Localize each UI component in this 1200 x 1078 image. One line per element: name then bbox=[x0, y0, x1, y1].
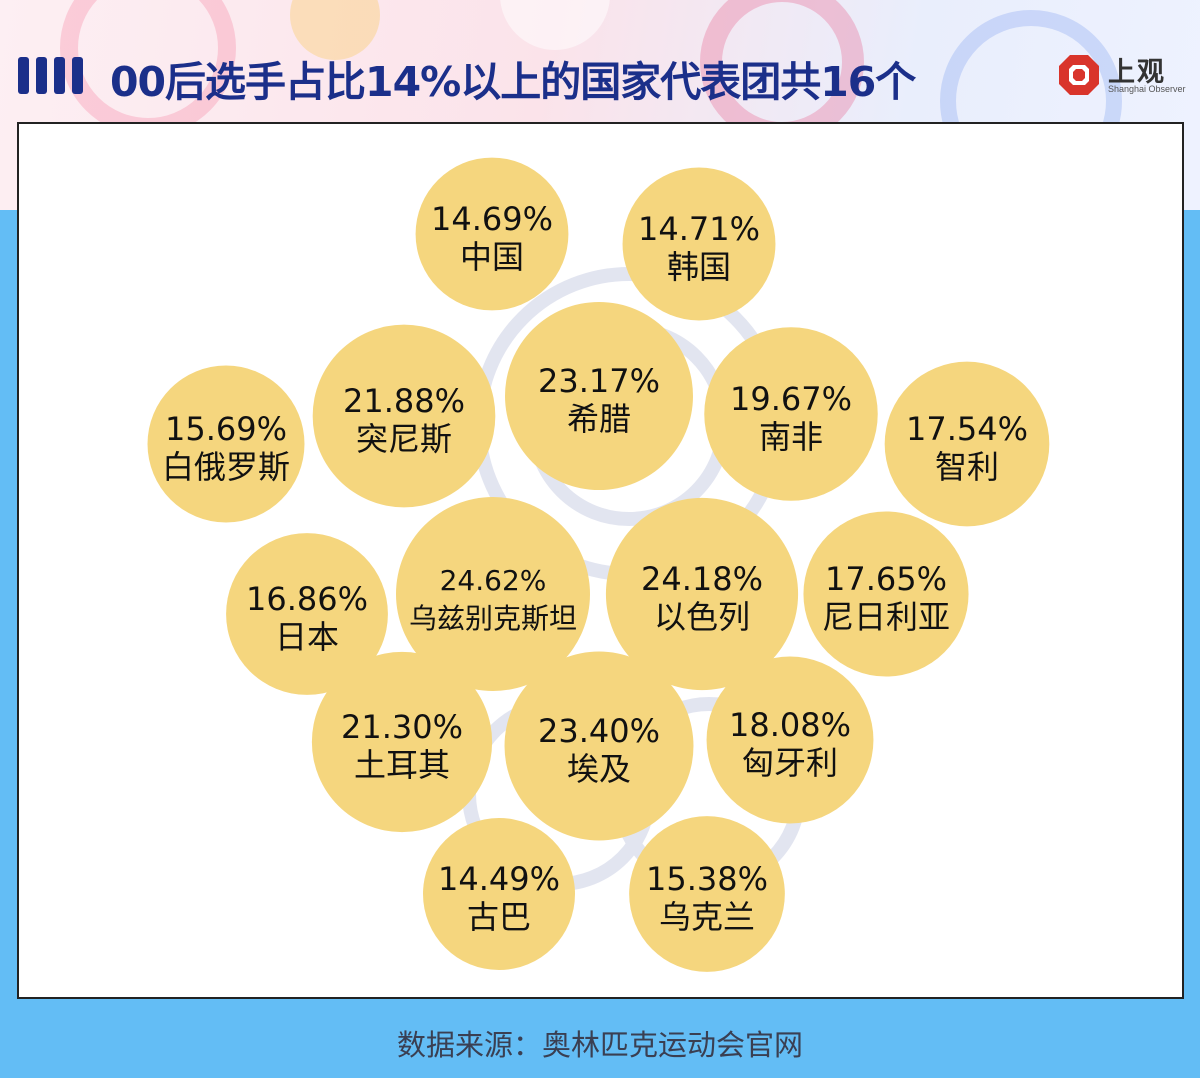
bubble-circle bbox=[311, 651, 493, 833]
bubble-value-label: 23.40% bbox=[538, 712, 660, 750]
bubble-country-label: 以色列 bbox=[654, 598, 750, 636]
bubble-value-label: 24.62% bbox=[440, 564, 547, 597]
bubble-智利: 17.54%智利 bbox=[884, 361, 1050, 527]
bubble-古巴: 14.49%古巴 bbox=[423, 818, 575, 970]
bubble-country-label: 乌兹别克斯坦 bbox=[409, 602, 577, 635]
bubble-country-label: 南非 bbox=[759, 418, 823, 456]
bubble-country-label: 中国 bbox=[460, 238, 524, 276]
bubble-country-label: 日本 bbox=[275, 618, 339, 656]
bubble-value-label: 21.88% bbox=[343, 382, 465, 420]
bubble-circle bbox=[622, 167, 776, 321]
bubble-country-label: 白俄罗斯 bbox=[162, 448, 290, 486]
logo-subtitle: Shanghai Observer bbox=[1108, 84, 1186, 94]
chart-panel: 14.69% 中国 14.71% 韩国 21.88% 突尼斯 23.17% 希腊 19.67% 南… bbox=[17, 122, 1184, 999]
bubble-country-label: 尼日利亚 bbox=[822, 598, 950, 636]
bubble-circle bbox=[803, 511, 969, 677]
bubble-circle bbox=[226, 533, 388, 695]
bubble-circle bbox=[504, 651, 694, 841]
bubble-circle bbox=[312, 324, 496, 508]
bubble-value-label: 16.86% bbox=[246, 580, 368, 618]
bubble-白俄罗斯: 15.69%白俄罗斯 bbox=[147, 365, 305, 523]
bubble-country-label: 智利 bbox=[935, 448, 999, 486]
bubble-中国: 14.69%中国 bbox=[415, 157, 569, 311]
bubble-country-label: 希腊 bbox=[567, 400, 631, 438]
bubble-value-label: 17.54% bbox=[906, 410, 1028, 448]
bubble-value-label: 17.65% bbox=[825, 560, 947, 598]
page-title: 00后选手占比14%以上的国家代表团共16个 bbox=[110, 58, 916, 106]
bubble-circle bbox=[706, 656, 874, 824]
bubble-circle bbox=[704, 327, 878, 501]
bubble-country-label: 韩国 bbox=[667, 248, 731, 286]
bubble-country-label: 突尼斯 bbox=[356, 420, 452, 458]
bubble-value-label: 14.49% bbox=[438, 860, 560, 898]
bubble-尼日利亚: 17.65%尼日利亚 bbox=[803, 511, 969, 677]
bubble-乌克兰: 15.38%乌克兰 bbox=[629, 816, 785, 972]
logo-name: 上观 bbox=[1108, 57, 1166, 88]
bubble-circle bbox=[629, 816, 785, 972]
bubble-乌兹别克斯坦: 24.62% 乌兹别克斯坦 bbox=[396, 497, 590, 691]
bubble-南非: 19.67%南非 bbox=[704, 327, 878, 501]
bubble-country-label: 乌克兰 bbox=[659, 898, 755, 936]
bubble-土耳其: 21.30%土耳其 bbox=[311, 651, 493, 833]
bubble-circle bbox=[396, 497, 590, 691]
title-bars-icon bbox=[18, 57, 83, 94]
bubble-value-label: 24.18% bbox=[641, 560, 763, 598]
bubble-country-label: 土耳其 bbox=[354, 746, 450, 784]
bubble-country-label: 古巴 bbox=[467, 898, 531, 936]
bubble-value-label: 23.17% bbox=[538, 362, 660, 400]
bubble-埃及: 23.40%埃及 bbox=[504, 651, 694, 841]
bubble-value-label: 19.67% bbox=[730, 380, 852, 418]
bubble-circle bbox=[505, 302, 693, 490]
bubble-circle bbox=[147, 365, 305, 523]
brand-logo: 上观 Shanghai Observer bbox=[1058, 50, 1188, 100]
data-source: 数据来源：奥林匹克运动会官网 bbox=[396, 1028, 803, 1062]
bubble-以色列: 24.18%以色列 bbox=[605, 497, 799, 691]
bubble-circle bbox=[415, 157, 569, 311]
bubble-circle bbox=[423, 818, 575, 970]
bubble-value-label: 15.69% bbox=[165, 410, 287, 448]
bubble-chart: 14.69%中国14.71%韩国21.88%突尼斯23.17%希腊19.67%南… bbox=[147, 157, 1050, 972]
bubble-country-label: 匈牙利 bbox=[742, 744, 838, 782]
bubble-value-label: 21.30% bbox=[341, 708, 463, 746]
bubble-country-label: 埃及 bbox=[567, 750, 631, 788]
bubble-突尼斯: 21.88%突尼斯 bbox=[312, 324, 496, 508]
bubble-value-label: 14.69% bbox=[431, 200, 553, 238]
bubble-希腊: 23.17%希腊 bbox=[505, 302, 693, 490]
bubble-韩国: 14.71%韩国 bbox=[622, 167, 776, 321]
bubble-日本: 16.86%日本 bbox=[226, 533, 388, 695]
decor-dot bbox=[500, 0, 610, 50]
bubble-circle bbox=[605, 497, 799, 691]
bubble-匈牙利: 18.08%匈牙利 bbox=[706, 656, 874, 824]
bubble-circle bbox=[884, 361, 1050, 527]
logo-mark-icon bbox=[1059, 55, 1099, 95]
bubble-value-label: 15.38% bbox=[646, 860, 768, 898]
bubble-value-label: 14.71% bbox=[638, 210, 760, 248]
bubble-value-label: 18.08% bbox=[729, 706, 851, 744]
